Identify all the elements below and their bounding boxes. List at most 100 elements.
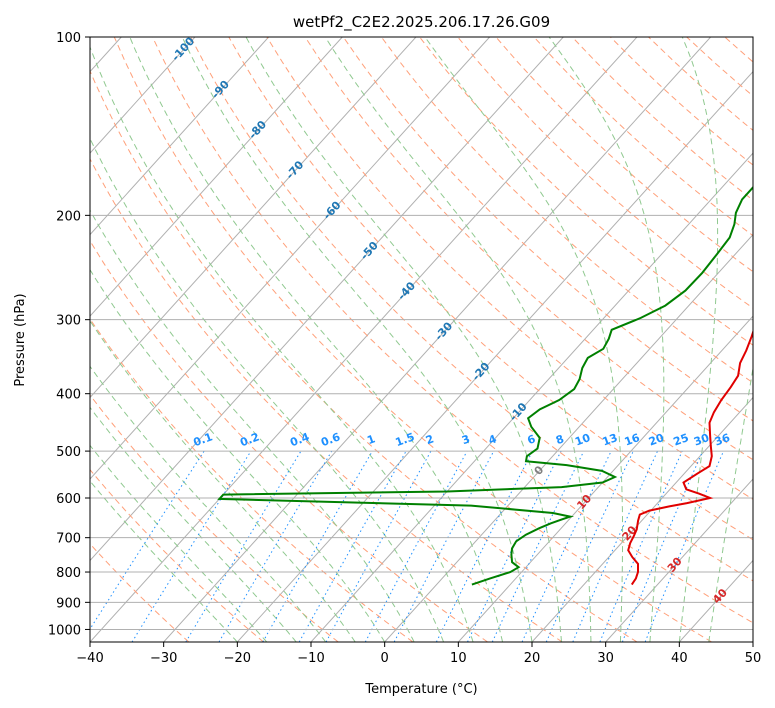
x-tick-label: 10: [450, 651, 467, 666]
x-tick-label: 40: [671, 651, 688, 666]
isotherm-line: [90, 37, 343, 317]
isotherm-line: [752, 641, 753, 642]
mixing-ratio-label: 2: [424, 432, 436, 447]
mixing-ratio-labels: 0.1 0.2 0.4 0.6 1 1.5 2 3 4 6 8 10 13 16 20 25 30 36: [192, 430, 732, 449]
y-tick-label: 1000: [48, 623, 81, 638]
moist-adiabat: [245, 37, 562, 642]
x-tick-label: 30: [597, 651, 614, 666]
x-axis-label: Temperature (°C): [364, 682, 477, 697]
isotherm-line: [384, 233, 753, 642]
isotherm-line: [531, 396, 753, 642]
y-axis-label: Pressure (hPa): [13, 293, 28, 386]
y-tick-label: 700: [56, 532, 81, 547]
isotherm-line: [90, 37, 417, 399]
mixing-ratio-label: 10: [573, 431, 592, 449]
mixing-ratio-label: 13: [601, 431, 620, 448]
moist-adiabat: [324, 37, 592, 642]
isotherm-line: [90, 37, 638, 642]
mixing-ratio-label: 3: [460, 432, 472, 447]
moist-adiabat: [548, 37, 665, 642]
isotherm-line: [678, 559, 753, 642]
mixing-ratio-label: 25: [672, 431, 691, 448]
mixing-ratio-line: [131, 450, 252, 642]
mixing-ratio-line: [545, 450, 634, 642]
dry-adiabat: [648, 37, 753, 131]
sounding-profiles: [217, 185, 753, 586]
mixing-ratio-line: [185, 450, 302, 642]
dry-adiabat: [266, 37, 753, 500]
dry-adiabat: [228, 37, 753, 541]
chart-title: wetPf2_C2E2.2025.206.17.26.G09: [293, 13, 550, 32]
mixing-ratio-label: 4: [487, 432, 499, 447]
moist-adiabat: [181, 37, 533, 642]
moist-adiabat: [129, 37, 503, 642]
dry-adiabat: [686, 37, 753, 97]
isotherm-line: [90, 37, 491, 480]
moist-adiabat: [90, 209, 415, 642]
mixing-ratio-line: [572, 450, 658, 642]
dry-adiabat: [457, 37, 753, 309]
isotherm-line: [457, 315, 753, 642]
moist-adiabat: [424, 37, 624, 642]
y-axis: 100 200 300 400 500 600 700 800 900 1000: [48, 31, 90, 638]
moist-adiabat: [90, 45, 474, 642]
mixing-ratio-label: 20: [647, 431, 666, 449]
dry-adiabat: [419, 37, 753, 346]
mixing-ratio-line: [621, 450, 704, 642]
isotherm-line: [90, 37, 564, 562]
y-tick-label: 800: [56, 566, 81, 581]
dry-adiabat: [90, 239, 488, 642]
moist-adiabat: [708, 365, 753, 642]
dry-adiabat: [763, 37, 775, 642]
mixing-ratio-line: [262, 450, 373, 642]
dewpoint-line: [217, 185, 753, 586]
mixing-ratio-label: 30: [692, 431, 711, 449]
dry-adiabat: [90, 157, 563, 642]
mixing-ratio-label: 16: [623, 431, 642, 449]
dry-adiabat: [152, 37, 753, 624]
isotherm-line: [236, 70, 753, 642]
isotherm-line: [90, 37, 270, 236]
mixing-ratio-line: [298, 450, 407, 642]
x-tick-label: 50: [745, 651, 762, 666]
temperature-line: [627, 329, 753, 586]
mixing-ratio-label: 0.6: [319, 430, 342, 449]
x-tick-label: 20: [524, 651, 541, 666]
moist-adiabat: [678, 37, 719, 642]
mixing-ratio-line: [599, 450, 683, 642]
moist-adiabat: [90, 268, 386, 642]
mixing-ratio-line: [521, 450, 612, 642]
y-tick-label: 300: [56, 314, 81, 329]
y-tick-label: 400: [56, 388, 81, 403]
dry-adiabat: [90, 543, 190, 642]
background-lines: [90, 37, 775, 642]
y-tick-label: 900: [56, 596, 81, 611]
mixing-ratio-label: 0.2: [238, 430, 261, 449]
dry-adiabat: [533, 37, 753, 237]
x-axis: −40 −30 −20 −10 0 10 20 30 40 50: [76, 642, 761, 666]
x-tick-label: −10: [297, 651, 324, 666]
plot-frame: [89, 36, 754, 643]
moist-adiabat: [90, 137, 445, 642]
x-tick-label: −20: [224, 651, 251, 666]
dry-adiabat: [90, 468, 264, 642]
moist-adiabat: [90, 406, 297, 642]
dry-adiabat: [495, 37, 753, 273]
x-tick-label: 0: [381, 651, 389, 666]
mixing-ratio-line: [467, 450, 562, 642]
moist-adiabat: [90, 320, 356, 642]
mixing-ratio-label: 6: [526, 432, 538, 447]
mixing-ratio-label: 0.1: [192, 430, 215, 449]
pressure-gridlines: [90, 36, 753, 630]
y-tick-label: 100: [56, 31, 81, 46]
dry-adiabat: [90, 69, 638, 642]
mixing-ratio-line: [90, 450, 205, 630]
mixing-ratio-line: [393, 450, 495, 642]
isotherm-line: [605, 478, 753, 642]
moist-adiabat: [90, 444, 268, 642]
mixing-ratio-label: 1: [365, 432, 377, 447]
x-tick-label: −40: [76, 651, 103, 666]
moist-adiabat: [90, 480, 238, 642]
